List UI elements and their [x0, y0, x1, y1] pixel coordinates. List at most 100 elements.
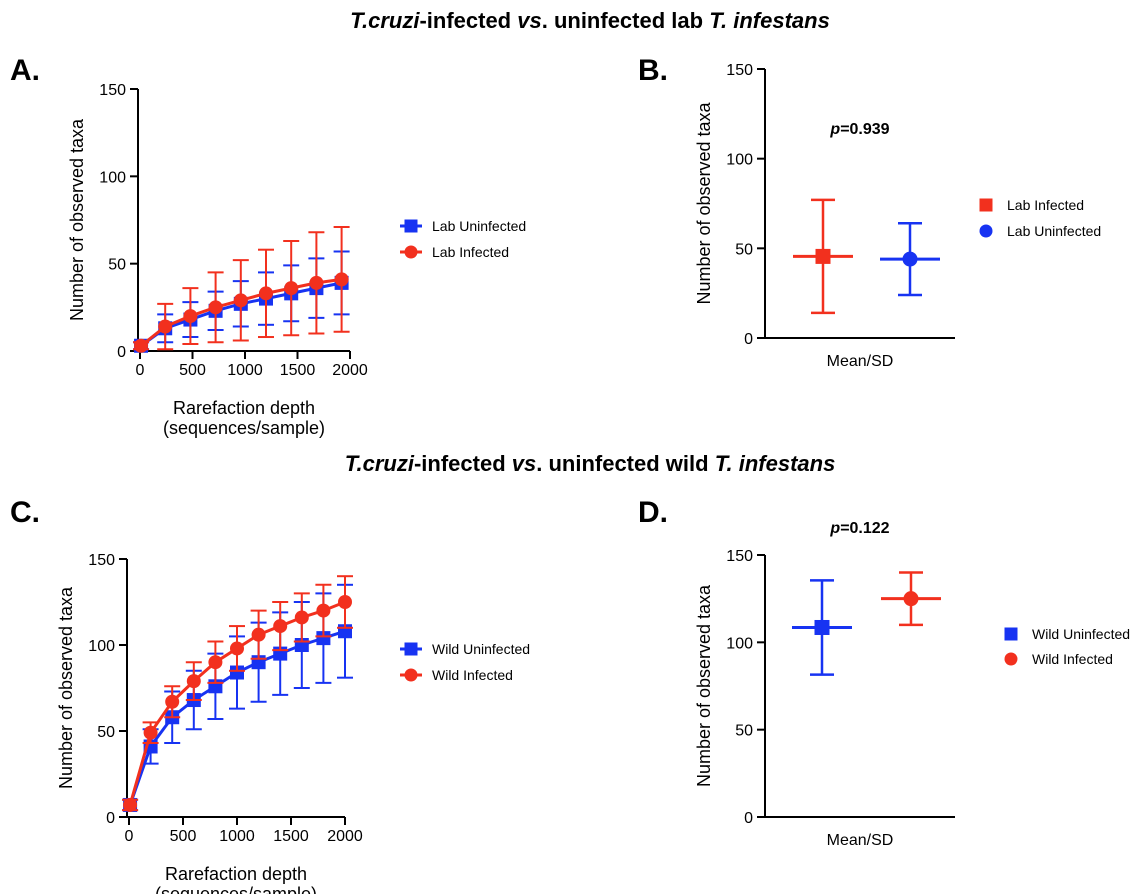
mean-point: [902, 251, 918, 267]
chart-a: 0 50 100 150 Number of observed taxa 0 500 1000…: [67, 82, 526, 438]
x-tick-label: 0: [125, 828, 134, 845]
title-part: . uninfected wild: [536, 451, 714, 476]
legend-marker: [979, 224, 993, 238]
x-tick-label: 500: [179, 362, 206, 379]
title-part: -infected: [419, 8, 517, 33]
panel-letter-d: D.: [638, 496, 668, 529]
legend-marker: [1004, 652, 1018, 666]
title-part: T. infestans: [715, 451, 836, 476]
mean-point: [815, 248, 831, 264]
x-tick-label: 1000: [219, 828, 255, 845]
chart-d: 0 50 100 150 Number of observed taxa Mean/SD p…: [694, 520, 1130, 849]
legend-marker: [404, 245, 418, 259]
data-point: [233, 293, 248, 308]
p-value-annotation: p=0.122: [829, 520, 889, 537]
data-point: [186, 674, 201, 689]
p-value-symbol: p: [829, 121, 840, 138]
data-point: [316, 631, 331, 646]
p-value-symbol: p: [829, 520, 840, 537]
legend-marker: [979, 198, 993, 212]
legend-label: Lab Uninfected: [1007, 223, 1101, 239]
p-value-annotation: p=0.939: [829, 121, 889, 138]
mean-point: [903, 591, 919, 607]
legend-label: Lab Infected: [1007, 197, 1084, 213]
x-axis-label: Rarefaction depth: [165, 864, 307, 884]
legend-marker: [1004, 627, 1018, 641]
data-point: [158, 319, 173, 334]
x-tick-label: 0: [136, 362, 145, 379]
data-point: [273, 619, 288, 634]
data-point: [123, 797, 138, 812]
x-tick-label: 2000: [332, 362, 368, 379]
data-point: [334, 272, 349, 287]
y-tick-label: 150: [88, 552, 115, 569]
x-tick-label: 1500: [273, 828, 309, 845]
data-point: [316, 603, 331, 618]
legend-label: Wild Uninfected: [1032, 626, 1130, 642]
legend-label: Wild Uninfected: [432, 641, 530, 657]
y-tick-label: 50: [735, 723, 753, 740]
data-point: [284, 281, 299, 296]
y-axis-label: Number of observed taxa: [56, 586, 76, 789]
title-part: T.cruzi: [350, 8, 420, 33]
legend-marker: [404, 668, 418, 682]
chart-b: 0 50 100 150 Number of observed taxa Mean/SD p…: [694, 62, 1101, 370]
y-axis-label: Number of observed taxa: [694, 584, 714, 787]
data-point: [338, 595, 352, 609]
data-point: [309, 275, 324, 290]
y-tick-label: 100: [99, 169, 126, 186]
title-part: vs: [517, 8, 541, 33]
data-point: [294, 610, 309, 625]
y-tick-label: 50: [97, 724, 115, 741]
y-tick-label: 0: [117, 344, 126, 361]
y-tick-label: 150: [99, 82, 126, 99]
p-value-number: =0.122: [840, 520, 889, 537]
x-axis-label: Rarefaction depth: [173, 398, 315, 418]
x-tick-label: 500: [170, 828, 197, 845]
legend-marker: [404, 219, 418, 233]
x-category-label: Mean/SD: [827, 832, 894, 849]
y-axis-label: Number of observed taxa: [694, 101, 714, 304]
x-tick-label: 1000: [227, 362, 263, 379]
title-part: -infected: [414, 451, 512, 476]
title-part: T. infestans: [709, 8, 830, 33]
data-point: [143, 725, 158, 740]
x-axis-label: (sequences/sample): [163, 418, 325, 438]
x-tick-label: 2000: [327, 828, 363, 845]
legend-label: Wild Infected: [1032, 651, 1113, 667]
y-tick-label: 100: [88, 638, 115, 655]
data-point: [208, 655, 223, 670]
y-tick-label: 0: [744, 331, 753, 348]
data-point: [251, 627, 266, 642]
data-point: [165, 694, 180, 709]
p-value-number: =0.939: [840, 121, 889, 138]
legend-label: Wild Infected: [432, 667, 513, 683]
y-tick-label: 0: [106, 810, 115, 827]
section-title-wild: T.cruzi-infected vs. uninfected wild T. …: [345, 451, 836, 476]
section-title-lab: T.cruzi-infected vs. uninfected lab T. i…: [350, 8, 830, 33]
data-point: [134, 338, 149, 353]
y-tick-label: 50: [108, 257, 126, 274]
y-tick-label: 150: [726, 62, 753, 79]
y-tick-label: 150: [726, 548, 753, 565]
legend-label: Lab Uninfected: [432, 218, 526, 234]
y-tick-label: 0: [744, 810, 753, 827]
data-point: [208, 300, 223, 315]
mean-point: [814, 619, 830, 635]
data-point: [259, 286, 273, 301]
x-category-label: Mean/SD: [827, 353, 894, 370]
title-part: . uninfected lab: [542, 8, 709, 33]
x-tick-label: 1500: [280, 362, 316, 379]
y-tick-label: 100: [726, 152, 753, 169]
legend-marker: [404, 642, 418, 656]
title-part: T.cruzi: [345, 451, 415, 476]
data-point: [183, 309, 198, 324]
y-tick-label: 50: [735, 241, 753, 258]
data-point: [230, 665, 244, 680]
panel-letter-c: C.: [10, 496, 40, 529]
panel-letter-b: B.: [638, 54, 668, 87]
y-tick-label: 100: [726, 635, 753, 652]
title-part: vs: [512, 451, 536, 476]
chart-c: 0 50 100 150 Number of observed taxa 0 500 1000…: [56, 552, 530, 894]
